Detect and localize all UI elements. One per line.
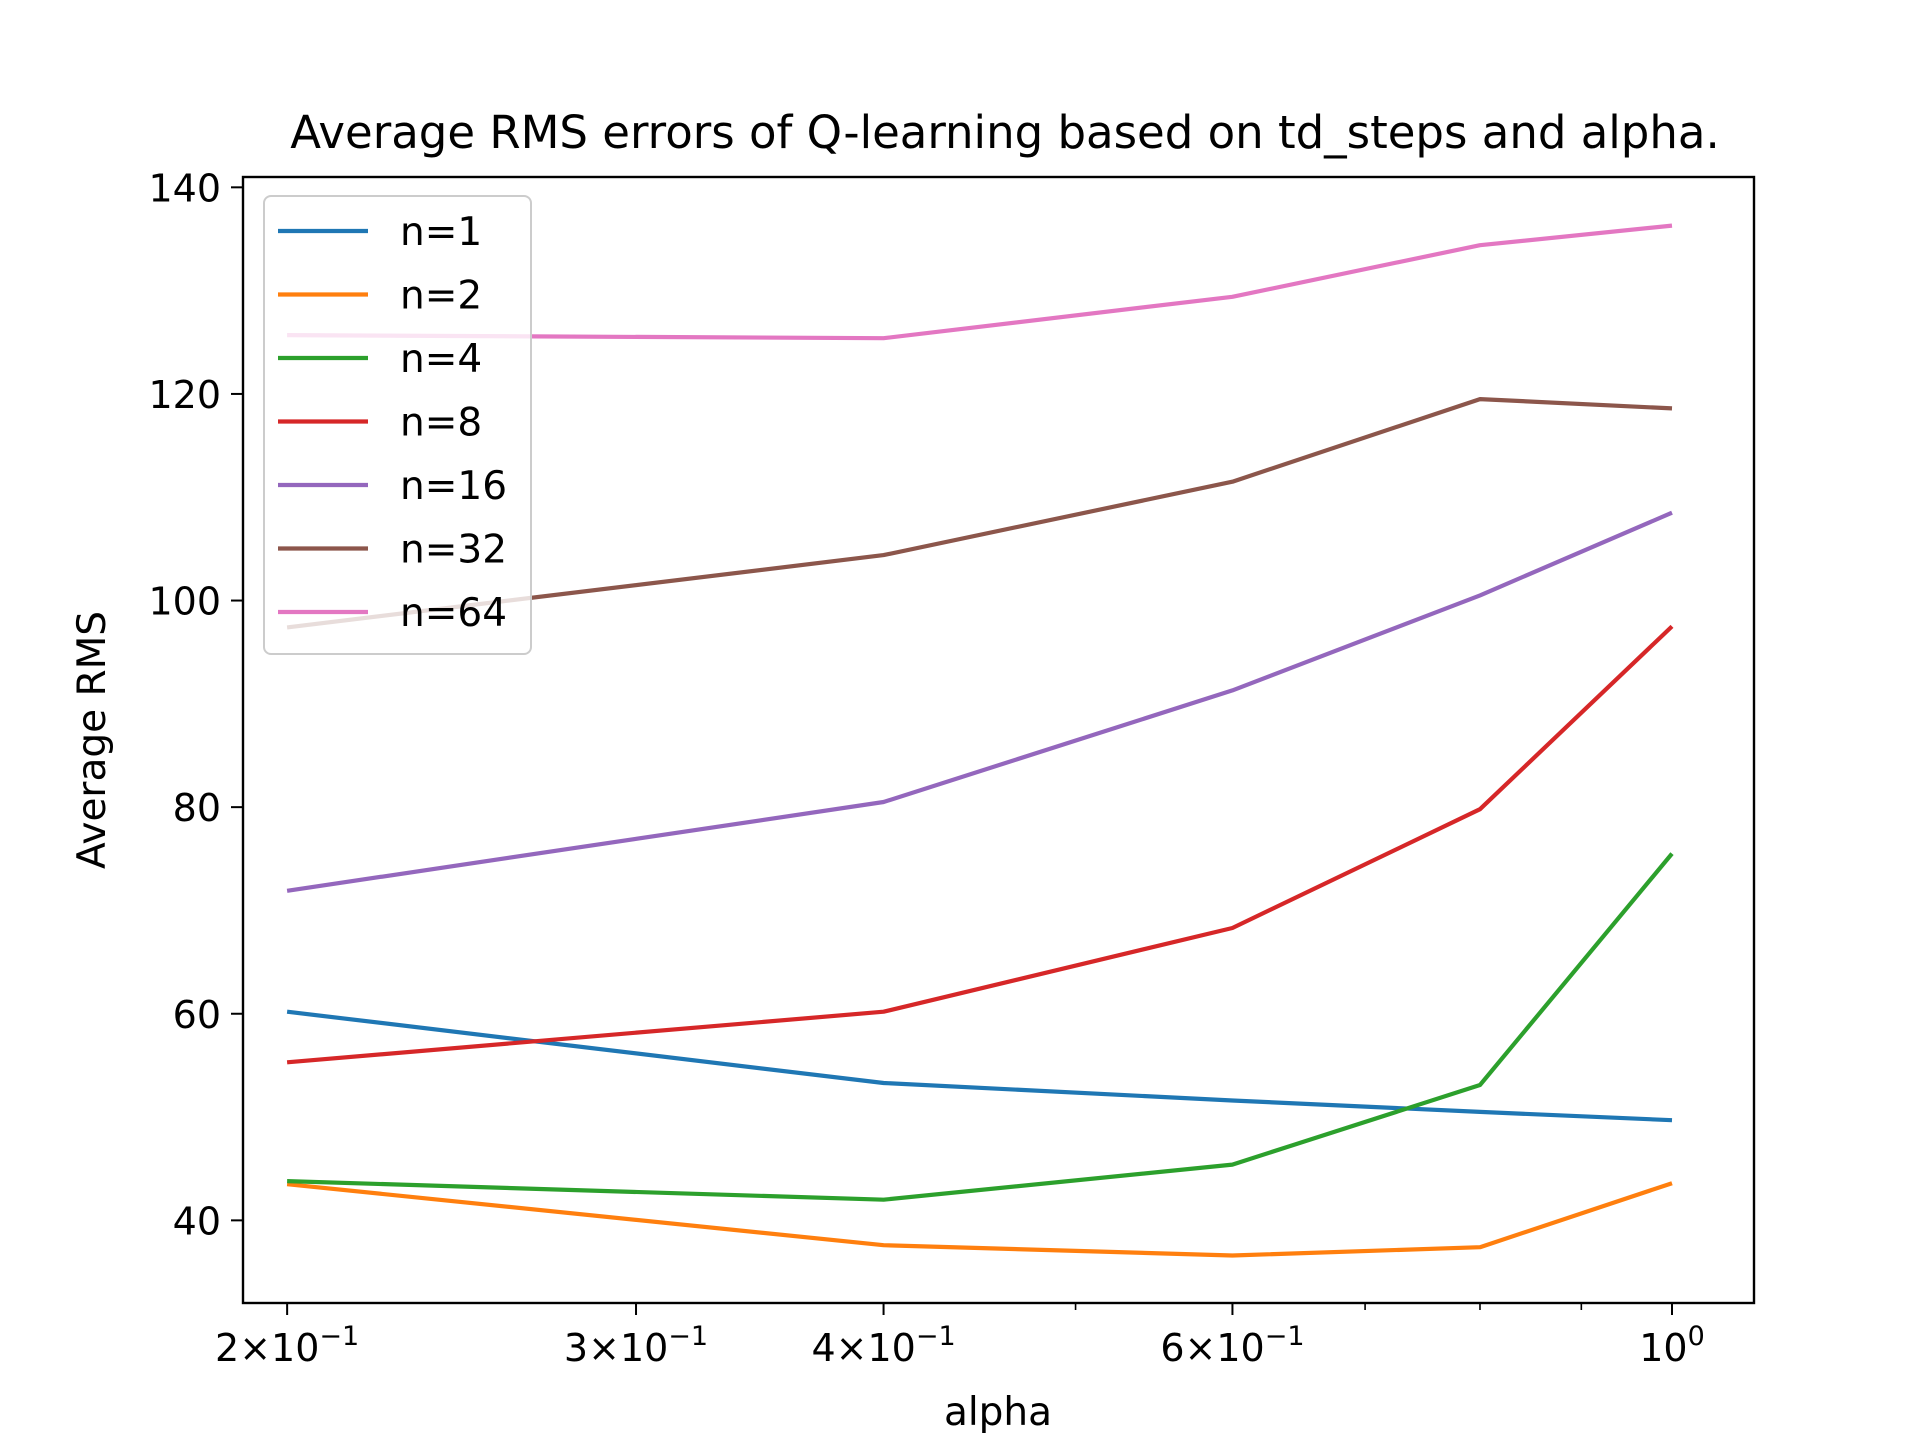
x-tick-label: 100 (1639, 1321, 1705, 1370)
legend-label: n=16 (400, 464, 507, 509)
y-tick-label: 60 (173, 993, 221, 1037)
legend-label: n=64 (400, 591, 507, 636)
series-line-n-8 (286, 624, 1674, 1065)
legend-label: n=8 (400, 401, 482, 446)
y-tick-label: 120 (148, 373, 221, 417)
series-line-n-16 (286, 510, 1673, 893)
chart-title: Average RMS errors of Q-learning based o… (290, 106, 1720, 159)
series-line-n-4 (287, 852, 1674, 1202)
legend: n=1 n=2 n=4 n=8 n=16 n=32 n=64 (263, 195, 532, 655)
x-tick-label: 3×10−1 (564, 1321, 708, 1370)
series-line-n-1 (286, 1009, 1673, 1123)
y-tick-label: 40 (173, 1199, 221, 1243)
legend-label: n=1 (400, 210, 482, 255)
y-axis-label: Average RMS (70, 611, 115, 869)
x-tick-label: 2×10−1 (215, 1321, 359, 1370)
legend-label: n=2 (400, 274, 482, 319)
axis-ticks: 40 60 80 100 120 140 2×10−1 3×10−1 4×10−1 6×10−1 1… (148, 166, 1704, 1370)
legend-box (263, 195, 532, 655)
legend-label: n=32 (400, 528, 507, 573)
series-line-n-2 (286, 1181, 1673, 1258)
x-tick-label: 6×10−1 (1160, 1321, 1304, 1370)
y-tick-label: 80 (173, 786, 221, 830)
series-line-n-32 (286, 397, 1673, 630)
legend-label: n=4 (400, 337, 482, 382)
x-axis-label: alpha (944, 1390, 1052, 1435)
series-line-n-64 (287, 223, 1673, 341)
x-tick-label: 4×10−1 (811, 1321, 955, 1370)
series-lines (286, 223, 1674, 1258)
axes-frame (241, 175, 1756, 1305)
y-tick-label: 140 (148, 166, 221, 210)
y-tick-label: 100 (148, 580, 221, 624)
